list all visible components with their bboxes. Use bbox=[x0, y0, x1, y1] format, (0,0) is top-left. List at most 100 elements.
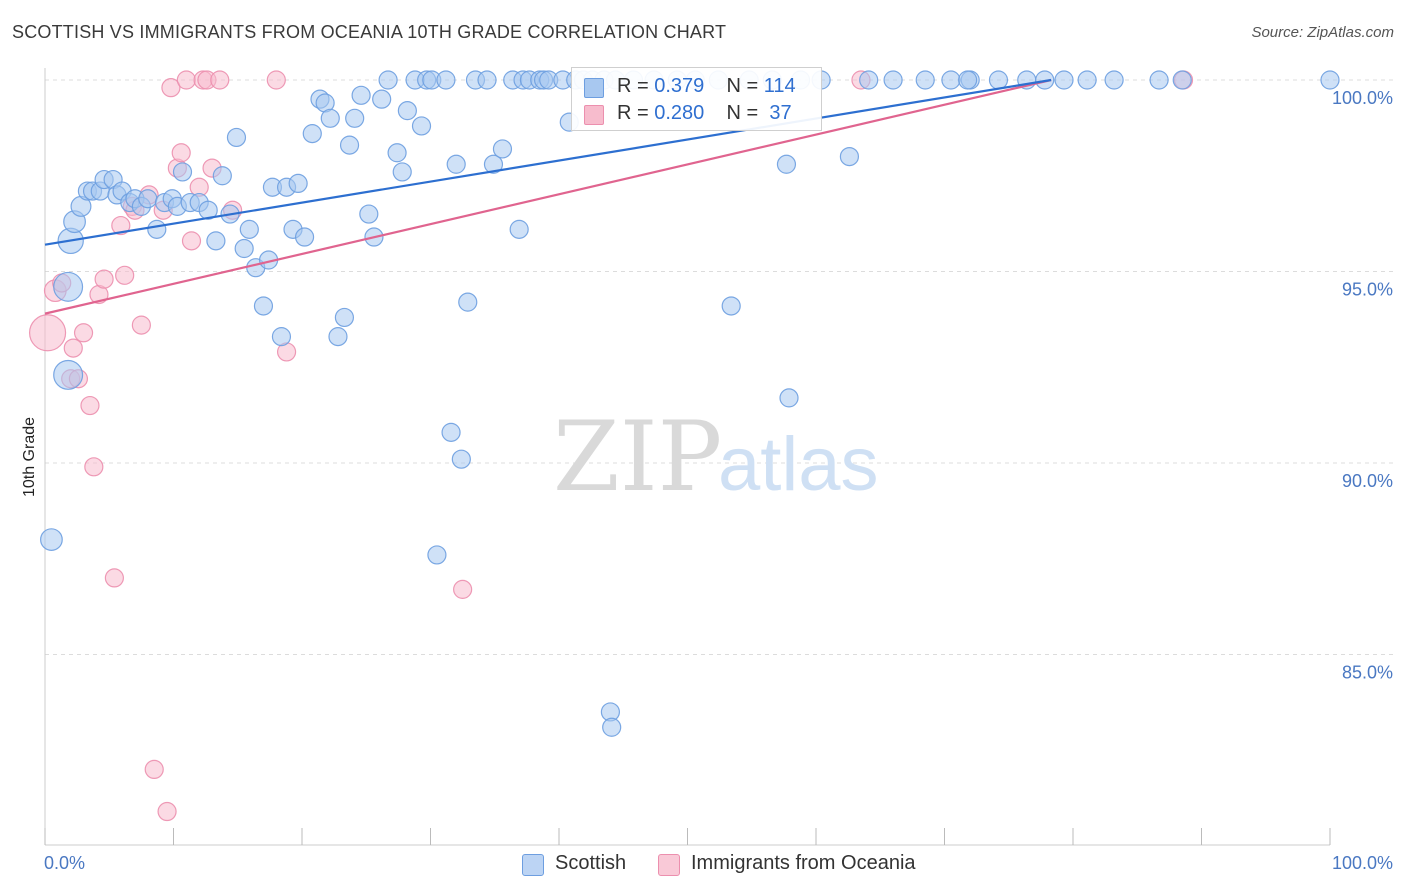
oceania-point bbox=[171, 143, 191, 163]
y-tick-label: 90.0% bbox=[1342, 471, 1393, 491]
scottish-point bbox=[779, 388, 799, 408]
scottish-point bbox=[509, 219, 529, 239]
scottish-point bbox=[253, 296, 274, 316]
scottish-point bbox=[334, 307, 355, 328]
scottish-point bbox=[427, 545, 447, 565]
scottish-point bbox=[839, 147, 860, 167]
scottish-point bbox=[271, 327, 292, 347]
scottish-point bbox=[958, 70, 978, 90]
scottish-point bbox=[1054, 70, 1074, 90]
scottish-point bbox=[206, 231, 226, 251]
scottish-point bbox=[53, 359, 84, 390]
scottish-point bbox=[147, 219, 167, 239]
oceania-point bbox=[28, 314, 67, 352]
scottish-point bbox=[351, 85, 371, 105]
scottish-point bbox=[436, 70, 456, 90]
x-tick-label: 100.0% bbox=[1332, 853, 1393, 873]
scottish-point bbox=[212, 166, 232, 186]
scottish-point bbox=[1077, 70, 1097, 90]
y-axis-label: 10th Grade bbox=[21, 417, 38, 497]
scottish-point bbox=[397, 101, 417, 121]
scottish-legend-label: Scottish bbox=[555, 852, 627, 874]
scottish-point bbox=[239, 219, 259, 239]
scottish-point bbox=[602, 717, 622, 737]
legend-r-value: 0.280 bbox=[654, 102, 705, 124]
scottish-point bbox=[302, 124, 322, 144]
scottish-point bbox=[378, 70, 398, 90]
scottish-point bbox=[294, 227, 315, 247]
scottish-trend-line bbox=[44, 78, 1052, 246]
trend-lines bbox=[44, 78, 1052, 315]
legend-n-label: N = bbox=[726, 102, 759, 124]
y-tick-label: 100.0% bbox=[1332, 88, 1393, 108]
scottish-point bbox=[359, 204, 379, 224]
scottish-point bbox=[138, 189, 158, 209]
scottish-point bbox=[915, 70, 935, 90]
scottish-point bbox=[1172, 70, 1192, 90]
scottish-point bbox=[776, 154, 797, 174]
source-label: Source: ZipAtlas.com bbox=[1251, 24, 1394, 41]
oceania-point bbox=[131, 315, 151, 335]
y-tick-label: 85.0% bbox=[1342, 663, 1393, 683]
chart-title: SCOTTISH VS IMMIGRANTS FROM OCEANIA 10TH… bbox=[12, 22, 727, 42]
scottish-point bbox=[941, 70, 961, 90]
oceania-swatch bbox=[658, 854, 680, 876]
scottish-point bbox=[492, 139, 513, 159]
oceania-point bbox=[266, 70, 286, 90]
oceania-point bbox=[176, 70, 196, 90]
scottish-point bbox=[53, 271, 84, 302]
oceania-point bbox=[73, 323, 94, 343]
scottish-point bbox=[172, 162, 193, 182]
oceania-point bbox=[161, 78, 181, 98]
scottish-point bbox=[477, 70, 497, 90]
scottish-point bbox=[234, 238, 254, 259]
legend-n-value: 114 bbox=[763, 75, 796, 97]
oceania-point bbox=[210, 70, 230, 90]
oceania-point bbox=[157, 801, 177, 822]
legend-r-value: 0.379 bbox=[654, 75, 705, 97]
legend-n-label: N = bbox=[726, 75, 759, 97]
scottish-point bbox=[458, 292, 478, 312]
scottish-point bbox=[1149, 70, 1169, 90]
scottish-point bbox=[320, 108, 340, 128]
scottish-point bbox=[1104, 70, 1124, 90]
scottish-point bbox=[288, 173, 308, 194]
tick-labels: 100.0% 95.0% 90.0% 85.0% 0.0% 100.0% bbox=[44, 88, 1393, 873]
scottish-point bbox=[339, 135, 360, 155]
oceania-point bbox=[115, 265, 135, 285]
scottish-point bbox=[859, 70, 879, 90]
axes bbox=[44, 68, 1331, 846]
oceania-point bbox=[111, 215, 131, 236]
legend-swatch-oceania bbox=[584, 105, 604, 125]
oceania-point bbox=[63, 338, 83, 358]
scottish-point bbox=[387, 143, 407, 163]
oceania-legend-label: Immigrants from Oceania bbox=[691, 852, 916, 874]
scottish-point bbox=[345, 108, 365, 128]
scottish-point bbox=[483, 154, 504, 174]
scottish-point bbox=[988, 70, 1009, 90]
scottish-point bbox=[411, 116, 432, 136]
scottish-point bbox=[372, 89, 392, 109]
scottish-point bbox=[446, 154, 466, 174]
watermark-atlas: atlas bbox=[718, 422, 879, 507]
watermark-zip: ZIP bbox=[553, 401, 722, 513]
oceania-point bbox=[453, 579, 473, 599]
watermark: ZIP atlas bbox=[553, 401, 879, 513]
oceania-point bbox=[94, 269, 114, 289]
oceania-point bbox=[84, 457, 104, 477]
scottish-point bbox=[451, 449, 471, 469]
scottish-swatch bbox=[522, 854, 544, 876]
oceania-point bbox=[80, 395, 100, 416]
oceania-point bbox=[144, 759, 164, 780]
scottish-point bbox=[392, 162, 412, 182]
oceania-trend-line bbox=[44, 78, 1052, 315]
scottish-point bbox=[40, 528, 63, 551]
legend-swatch-scottish bbox=[584, 78, 604, 98]
scottish-point bbox=[441, 422, 461, 442]
oceania-point bbox=[104, 568, 124, 588]
legend-r-label: R = bbox=[617, 75, 649, 97]
scottish-point bbox=[328, 327, 348, 347]
oceania-point bbox=[181, 231, 202, 251]
correlation-legend: R = 0.379 N = 114 R = 0.280 N = 37 bbox=[571, 67, 822, 131]
